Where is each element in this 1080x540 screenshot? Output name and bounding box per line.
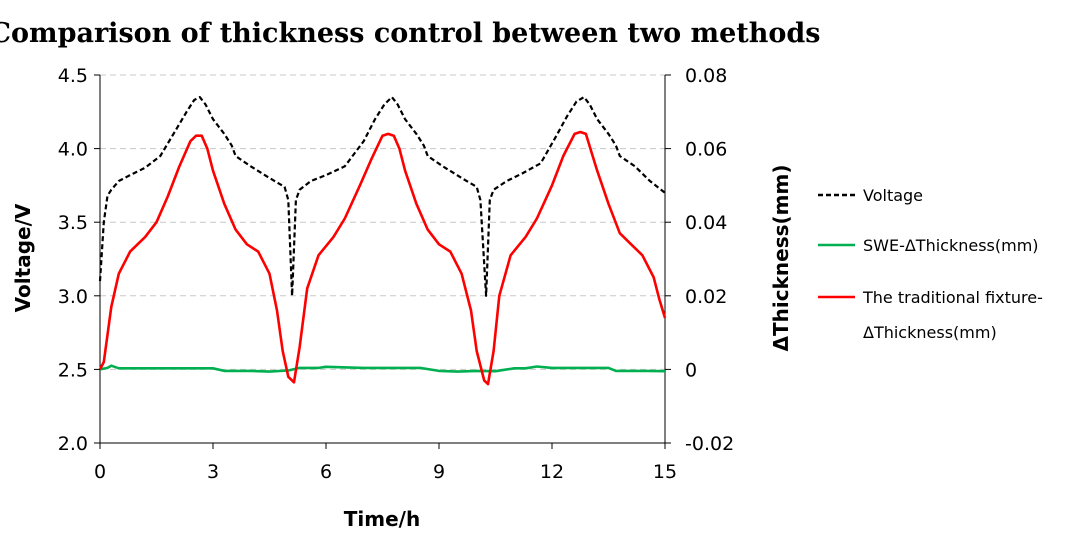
x-axis-label: Time/h	[344, 507, 420, 531]
x-tick-label: 9	[433, 461, 445, 483]
traditional-thickness-line	[98, 130, 667, 386]
y2-tick-label: -0.02	[685, 433, 734, 455]
y2-axis-label: ΔThickness(mm)	[769, 165, 793, 352]
y2-tick-label: 0.02	[685, 286, 727, 308]
y2-tick-label: 0	[685, 359, 697, 381]
y-axis-label: Voltage/V	[11, 203, 35, 312]
gridlines	[100, 74, 665, 370]
x-tick-label: 0	[94, 461, 106, 483]
legend-label: The traditional fixture-ΔThickness(mm)	[862, 288, 1043, 342]
y-tick-label: 3.5	[58, 212, 88, 234]
y2-tick-label: 0.04	[685, 212, 727, 234]
x-tick-label: 6	[320, 461, 332, 483]
x-tick-label: 3	[207, 461, 219, 483]
y-tick-label: 2.0	[58, 433, 88, 455]
swe-thickness-line	[99, 364, 666, 373]
y2-tick-label: 0.06	[685, 139, 727, 161]
y-tick-label: 3.0	[58, 286, 88, 308]
legend: Voltage SWE-ΔThickness(mm) The traditional…	[818, 186, 1043, 342]
series-lines	[98, 95, 667, 386]
axes	[94, 74, 671, 449]
y-tick-labels: 2.0 2.5 3.0 3.5 4.0 4.5	[58, 65, 88, 455]
y-tick-label: 4.0	[58, 139, 88, 161]
y2-tick-labels: -0.02 0 0.02 0.04 0.06 0.08	[685, 65, 734, 455]
x-tick-label: 15	[653, 461, 677, 483]
legend-label: Voltage	[863, 186, 923, 205]
y-tick-label: 2.5	[58, 359, 88, 381]
chart-title: Comparison of thickness control between …	[0, 18, 820, 49]
x-tick-label: 12	[540, 461, 564, 483]
x-tick-labels: 0 3 6 9 12 15	[94, 461, 677, 483]
y-tick-label: 4.5	[58, 65, 88, 87]
y2-tick-label: 0.08	[685, 65, 727, 87]
legend-label: SWE-ΔThickness(mm)	[863, 236, 1039, 255]
voltage-line	[98, 95, 666, 297]
